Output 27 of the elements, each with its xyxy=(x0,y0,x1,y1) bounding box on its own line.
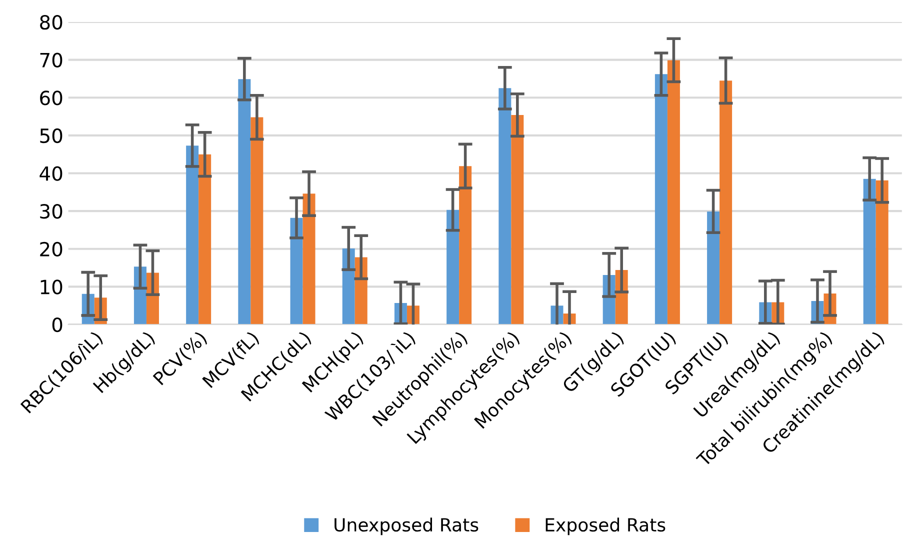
bar xyxy=(459,166,472,324)
y-tick-label: 70 xyxy=(40,52,62,68)
bar xyxy=(654,74,668,324)
y-tick-label: 20 xyxy=(40,242,62,257)
bar xyxy=(238,79,251,324)
y-tick-label: 80 xyxy=(40,14,62,30)
y-tick-label: 50 xyxy=(40,128,62,144)
bar xyxy=(876,180,888,324)
legend-label: Exposed Rats xyxy=(546,518,666,536)
bar xyxy=(667,60,680,324)
bar xyxy=(720,80,732,324)
y-tick-label: 10 xyxy=(40,280,62,294)
bar xyxy=(250,117,264,324)
bar xyxy=(302,194,316,324)
bar xyxy=(186,146,199,324)
bar xyxy=(863,178,876,324)
y-tick-label: 60 xyxy=(40,90,62,106)
y-tick-label: 0 xyxy=(52,317,62,332)
bar xyxy=(446,210,460,324)
legend-label: Unexposed Rats xyxy=(334,518,478,536)
bar xyxy=(290,218,303,324)
y-tick-label: 40 xyxy=(40,166,62,181)
y-tick-label: 30 xyxy=(40,204,62,219)
bar xyxy=(511,115,524,324)
bar xyxy=(498,88,512,324)
bar xyxy=(198,154,212,324)
bar xyxy=(707,211,720,324)
